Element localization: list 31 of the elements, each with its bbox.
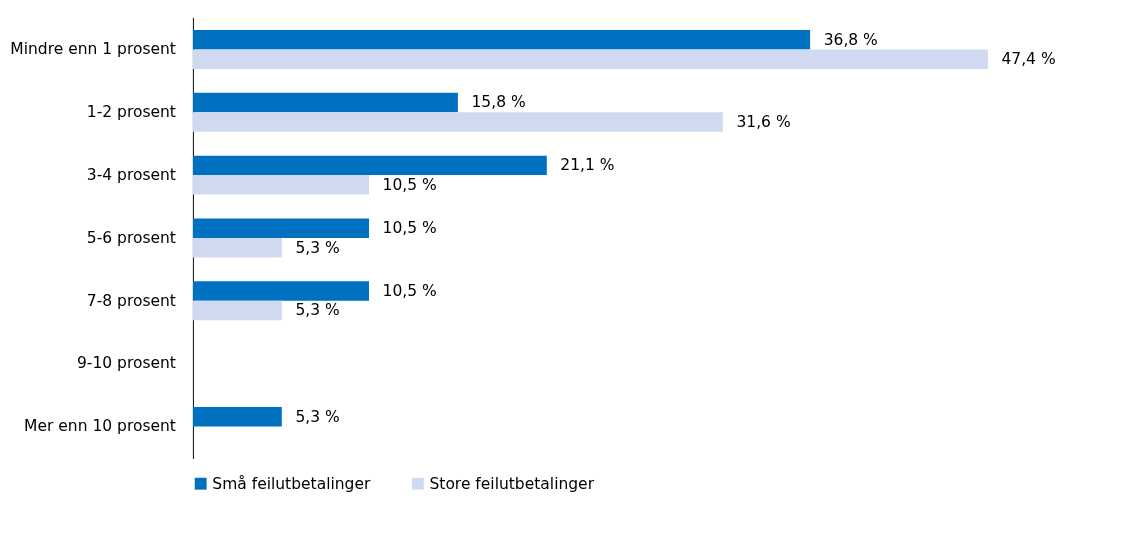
data-label: 36,8 %: [823, 30, 878, 49]
bar: [192, 92, 458, 113]
data-label: 5,3 %: [295, 238, 340, 257]
bar: [192, 49, 988, 69]
bar: [192, 237, 282, 258]
data-label: 31,6 %: [736, 112, 791, 131]
y-tick-label: 7-8 prosent: [86, 291, 176, 310]
bar: [192, 281, 370, 301]
y-tick-label: Mer enn 10 prosent: [24, 417, 176, 436]
bar: [192, 175, 370, 195]
bar: [192, 406, 282, 427]
bar: [192, 155, 547, 176]
y-tick-label: 9-10 prosent: [76, 354, 176, 373]
data-label: 10,5 %: [382, 175, 437, 194]
data-label: 47,4 %: [1001, 50, 1056, 69]
data-label: 5,3 %: [295, 301, 340, 320]
y-tick-label: 3-4 prosent: [86, 165, 176, 184]
data-label: 10,5 %: [382, 219, 437, 238]
bar: [192, 300, 282, 321]
bar: [192, 112, 723, 132]
data-label: 5,3 %: [295, 407, 340, 426]
y-tick-label: 5-6 prosent: [86, 228, 176, 247]
data-label: 10,5 %: [382, 281, 437, 300]
data-label: 21,1 %: [560, 156, 615, 175]
y-tick-label: Mindre enn 1 prosent: [10, 40, 176, 59]
data-label: 15,8 %: [471, 93, 526, 112]
y-tick-label: 1-2 prosent: [86, 103, 176, 122]
legend-label: Små feilutbetalinger: [212, 474, 371, 493]
bar: [192, 218, 370, 238]
legend-label: Store feilutbetalinger: [429, 474, 595, 493]
bar: [192, 29, 811, 50]
